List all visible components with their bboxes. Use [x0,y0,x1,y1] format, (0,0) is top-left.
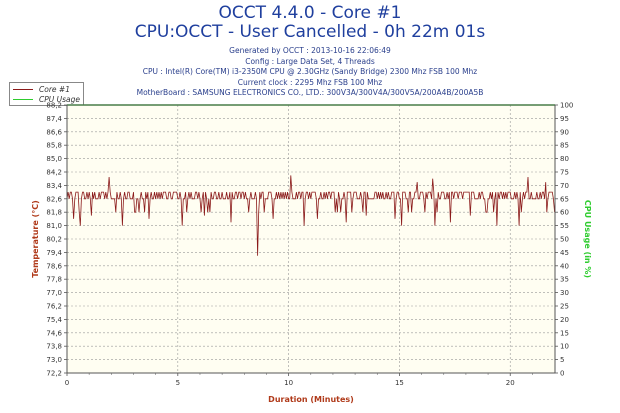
y2-tick-label: 35 [560,276,569,284]
y-tick-label: 85,0 [46,155,62,163]
y-tick-label: 81,0 [46,222,62,230]
x-tick-label: 20 [506,379,515,387]
y-tick-label: 85,8 [46,142,62,150]
y-tick-label: 80,2 [46,236,62,244]
x-tick-label: 0 [65,379,69,387]
y-tick-label: 79,4 [46,249,62,257]
chart-title: OCCT 4.4.0 - Core #1 [218,3,402,23]
y2-axis-ticks: 0 5 10 15 20 25 30 35 40 45 50 55 60 65 70 75 80 85 90 95 10… [555,102,573,378]
chart-subtitle: CPU:OCCT - User Cancelled - 0h 22m 01s [134,22,486,42]
legend-label-core1: Core #1 [39,84,70,94]
y-tick-label: 77,8 [46,276,62,284]
y2-tick-label: 40 [560,262,569,270]
y2-tick-label: 30 [560,289,569,297]
y2-tick-label: 5 [560,356,564,364]
y2-tick-label: 65 [560,195,569,203]
y2-tick-label: 10 [560,343,569,351]
x-tick-label: 5 [176,379,180,387]
y-tick-label: 72,2 [46,370,62,378]
y2-tick-label: 45 [560,249,569,257]
y-tick-label: 87,4 [46,115,62,123]
y-tick-label: 83,4 [46,182,62,190]
clock-info: Current clock : 2295 Mhz FSB 100 Mhz [237,78,383,87]
legend-label-cpu-usage: CPU Usage [39,94,81,104]
y-tick-label: 76,2 [46,303,62,311]
y-tick-label: 78,6 [46,262,62,270]
x-tick-label: 10 [284,379,293,387]
plot-frame [66,104,556,374]
cpu-info: CPU : Intel(R) Core(TM) i3-2350M CPU @ 2… [142,67,478,76]
legend-swatch-core1 [13,88,33,90]
legend-item-cpu-usage: CPU Usage [13,94,80,104]
y-axis-label: Temperature (°C) [31,200,40,278]
y2-tick-label: 80 [560,155,569,163]
y2-tick-label: 25 [560,303,569,311]
y-tick-label: 73,8 [46,343,62,351]
core1-temperature-line [66,175,555,256]
y2-tick-label: 95 [560,115,569,123]
generated-info: Generated by OCCT : 2013-10-16 22:06:49 [229,46,391,55]
y-tick-label: 73,0 [46,356,62,364]
x-axis-ticks: 0 5 10 15 20 [65,373,533,387]
y2-tick-label: 20 [560,316,569,324]
y2-tick-label: 90 [560,128,569,136]
y-tick-label: 81,8 [46,209,62,217]
x-axis-label: Duration (Minutes) [268,395,354,404]
y2-tick-label: 0 [560,370,564,378]
legend-swatch-cpu-usage [13,98,33,100]
y-axis-ticks: 72,2 73,0 73,8 74,6 75,4 76,2 77,0 77,8 78,6 79,4… [46,102,67,378]
config-info: Config : Large Data Set, 4 Threads [245,57,375,66]
y-tick-label: 84,2 [46,169,62,177]
y2-tick-label: 60 [560,209,569,217]
y2-tick-label: 85 [560,142,569,150]
y2-tick-label: 70 [560,182,569,190]
y-tick-label: 88,2 [46,102,62,110]
x-tick-label: 15 [395,379,404,387]
y2-tick-label: 100 [560,102,573,110]
y2-tick-label: 75 [560,169,569,177]
y2-tick-label: 50 [560,236,569,244]
chart-legend: Core #1 CPU Usage [9,82,84,106]
y2-tick-label: 15 [560,329,569,337]
legend-item-core1: Core #1 [13,84,70,94]
y2-axis-label: CPU Usage (in %) [583,200,592,278]
y-tick-label: 75,4 [46,316,62,324]
y2-tick-label: 55 [560,222,569,230]
y-tick-label: 86,6 [46,128,62,136]
y-tick-label: 74,6 [46,329,62,337]
y-tick-label: 77,0 [46,289,62,297]
motherboard-info: MotherBoard : SAMSUNG ELECTRONICS CO., L… [136,88,484,97]
y-tick-label: 82,6 [46,195,62,203]
